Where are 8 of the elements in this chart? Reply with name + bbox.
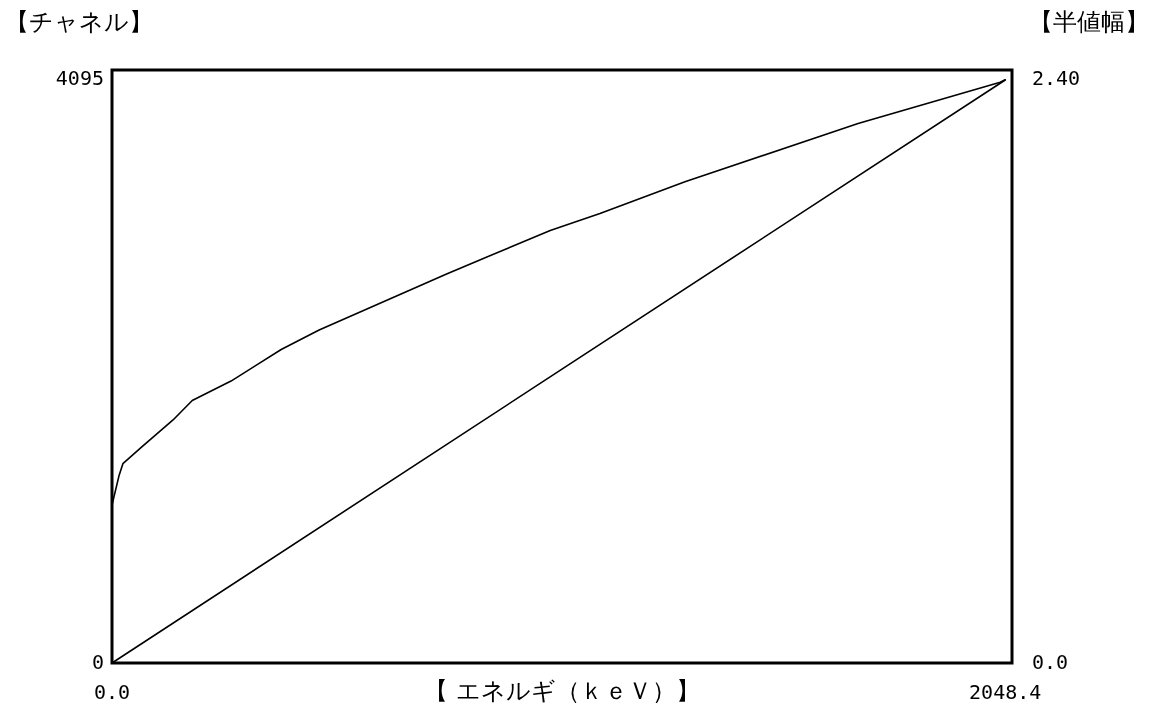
y-axis-title: 【チャネル】 [5,8,153,36]
y-tick-label: 4095 [55,66,104,91]
y2-axis-title: 【半値幅】 [1029,8,1149,36]
x-tick-label: 2048.4 [969,680,1042,704]
y2-tick-label: 0.0 [1032,649,1069,674]
x-axis-title: 【 エネルギ（ｋｅＶ）】 [424,677,700,705]
y2-tick-label: 2.40 [1032,66,1081,91]
y-tick-label: 0 [91,649,104,674]
